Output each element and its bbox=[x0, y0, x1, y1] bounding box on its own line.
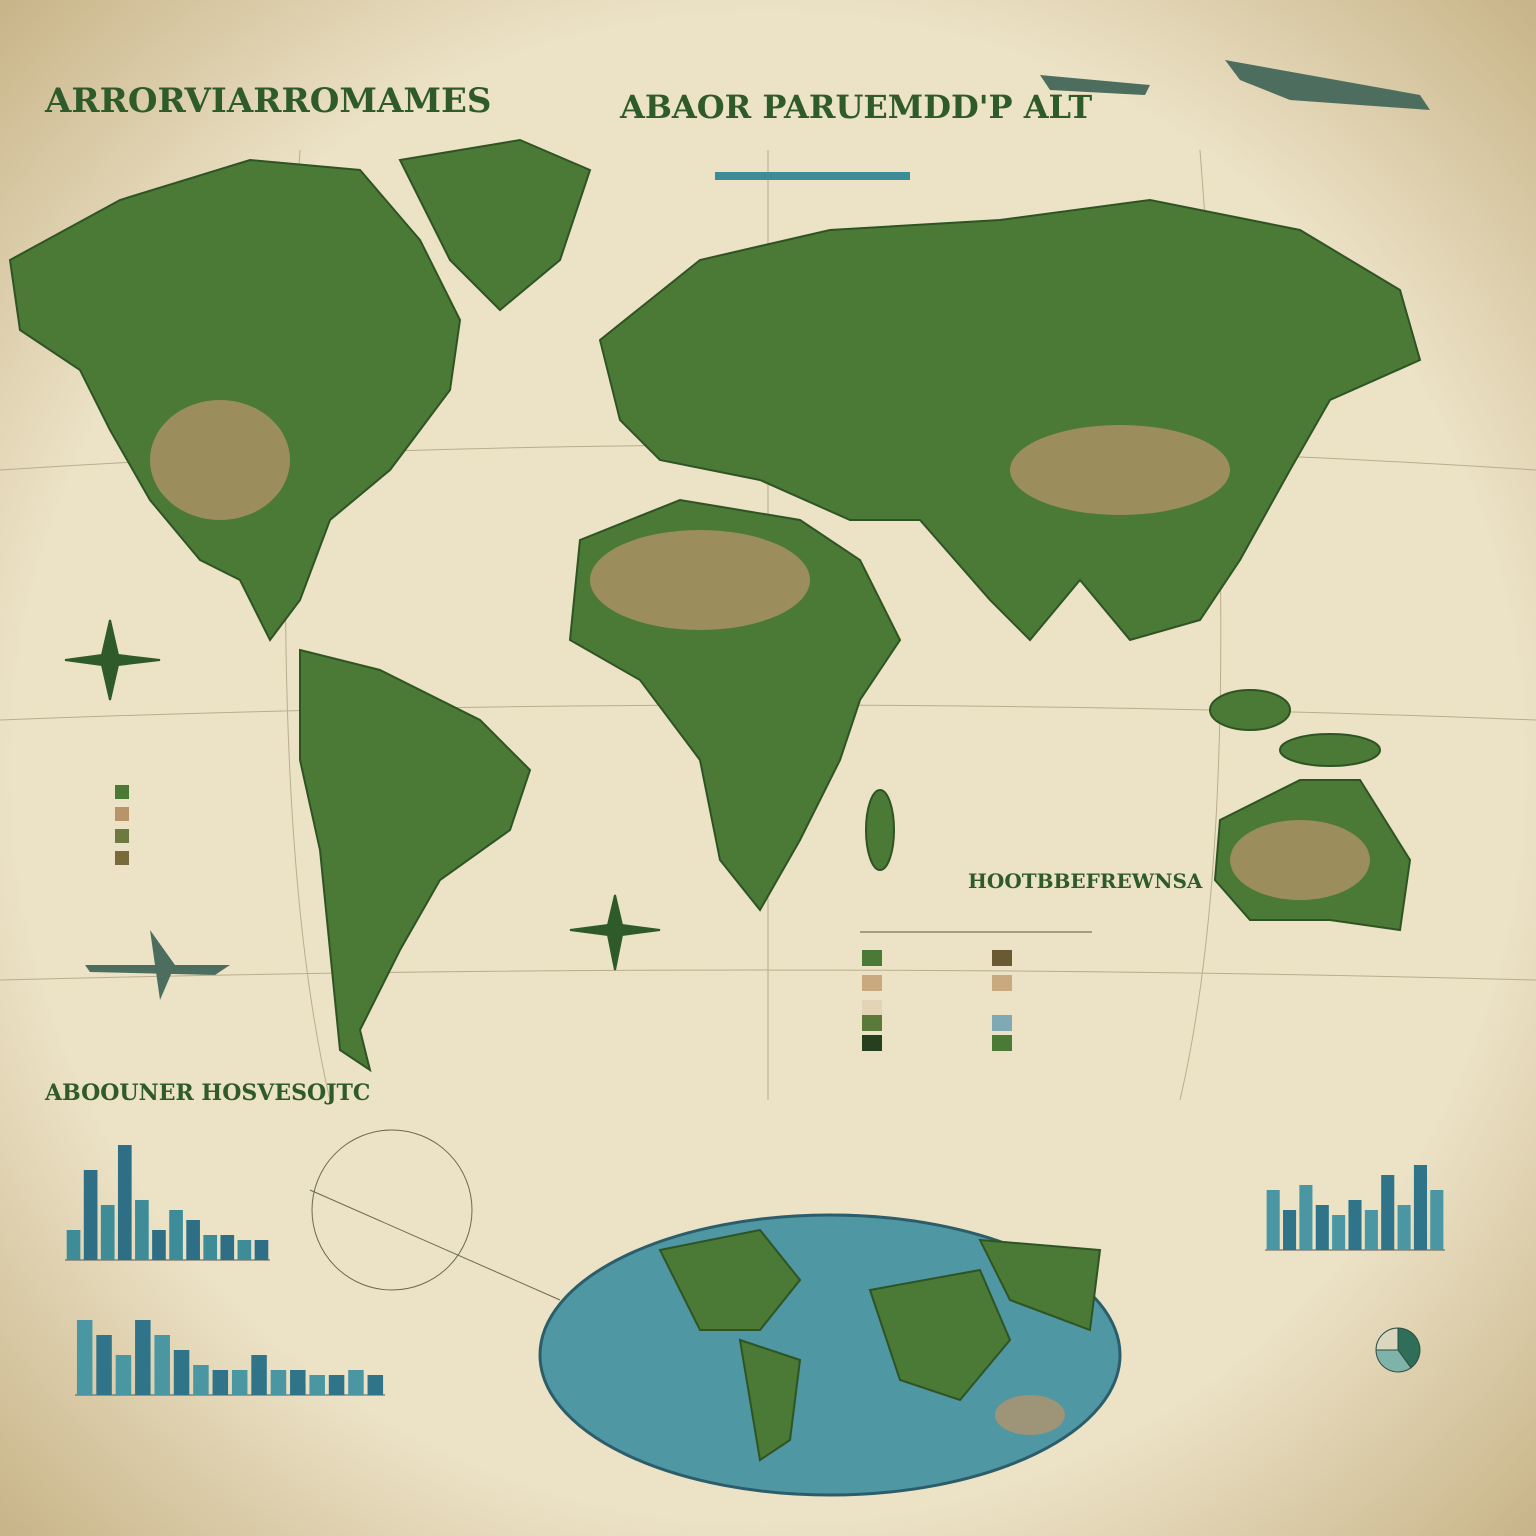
stats-title: ABOOUNER HOSVESOJTC bbox=[44, 1080, 370, 1106]
greenland bbox=[398, 138, 592, 312]
left-legend bbox=[115, 785, 129, 865]
legend-swatch bbox=[115, 807, 129, 821]
globe-australia bbox=[995, 1395, 1065, 1435]
legend-swatch bbox=[862, 1000, 882, 1016]
bar bbox=[66, 1230, 81, 1260]
bar bbox=[231, 1370, 248, 1395]
bar bbox=[135, 1200, 149, 1260]
pie-slice bbox=[1375, 1349, 1412, 1373]
bar bbox=[117, 1145, 132, 1260]
bar bbox=[237, 1240, 252, 1260]
legend-swatch bbox=[862, 1015, 882, 1031]
center-legend bbox=[862, 950, 1012, 1051]
bar bbox=[367, 1375, 384, 1395]
bar bbox=[1299, 1185, 1313, 1250]
eurasia bbox=[598, 198, 1422, 642]
bar bbox=[1315, 1205, 1329, 1250]
bar bbox=[251, 1355, 267, 1395]
title-rule bbox=[715, 172, 910, 180]
polar-line bbox=[309, 1189, 561, 1301]
page-title: ARRORVIARROMAMES bbox=[44, 81, 491, 121]
globe-land bbox=[658, 1228, 1102, 1462]
bar bbox=[1266, 1190, 1280, 1250]
bar bbox=[1381, 1175, 1395, 1250]
compass-rose bbox=[569, 894, 661, 971]
airplane bbox=[1225, 60, 1430, 110]
legend-swatch bbox=[862, 975, 882, 991]
bar bbox=[186, 1220, 200, 1260]
pie-slice bbox=[1397, 1327, 1421, 1369]
legend-swatch bbox=[115, 785, 129, 799]
north-america bbox=[8, 158, 462, 642]
legend-swatch bbox=[862, 1035, 882, 1051]
desert bbox=[150, 400, 290, 520]
bar bbox=[1332, 1215, 1346, 1250]
bar bbox=[152, 1230, 166, 1260]
bar bbox=[193, 1365, 209, 1395]
bar bbox=[348, 1370, 364, 1395]
legend-swatch bbox=[115, 851, 129, 865]
bar bbox=[169, 1210, 183, 1260]
bar bbox=[254, 1240, 269, 1260]
bar bbox=[203, 1235, 218, 1260]
bar bbox=[270, 1370, 287, 1395]
bar bbox=[328, 1375, 345, 1395]
pie-slice bbox=[1375, 1327, 1399, 1351]
bar bbox=[212, 1370, 229, 1395]
islands bbox=[1209, 689, 1291, 731]
islands bbox=[1279, 733, 1381, 767]
bar bbox=[83, 1170, 98, 1260]
bar bbox=[220, 1235, 235, 1260]
world-map bbox=[8, 138, 1422, 1073]
madagascar bbox=[865, 789, 895, 871]
bar bbox=[76, 1320, 93, 1395]
bar bbox=[290, 1370, 306, 1395]
desert bbox=[590, 530, 810, 630]
compass-rose bbox=[64, 619, 161, 701]
polar-diagram bbox=[309, 1129, 561, 1301]
bar bbox=[154, 1335, 170, 1395]
bar bbox=[115, 1355, 132, 1395]
map-title: ABAOR PARUEMDD'P ALT bbox=[619, 88, 1092, 126]
desert bbox=[1010, 425, 1230, 515]
legend-swatch bbox=[992, 950, 1012, 966]
legend-swatch bbox=[992, 1015, 1012, 1031]
legend-swatch bbox=[115, 829, 129, 843]
bar bbox=[1283, 1210, 1297, 1250]
bar bbox=[1430, 1190, 1444, 1250]
bar bbox=[1364, 1210, 1378, 1250]
bar bbox=[1413, 1165, 1427, 1250]
desert bbox=[1230, 820, 1370, 900]
bar bbox=[135, 1320, 151, 1395]
legend-swatch bbox=[862, 950, 882, 966]
bar bbox=[96, 1335, 112, 1395]
south-america bbox=[299, 648, 532, 1073]
bar bbox=[173, 1350, 190, 1395]
airplane bbox=[85, 930, 230, 1000]
compass-roses bbox=[64, 619, 661, 971]
legend-title: HOOTBBEFREWNSA bbox=[968, 869, 1203, 893]
bar bbox=[1397, 1205, 1411, 1250]
airplanes bbox=[85, 60, 1430, 1000]
bar bbox=[100, 1205, 115, 1260]
globe bbox=[538, 1213, 1122, 1497]
legend-swatch bbox=[992, 1035, 1012, 1051]
polar-circle bbox=[311, 1129, 473, 1291]
airplane bbox=[1040, 75, 1150, 95]
legend-swatch bbox=[992, 975, 1012, 991]
bar bbox=[309, 1375, 325, 1395]
bar bbox=[1348, 1200, 1362, 1250]
